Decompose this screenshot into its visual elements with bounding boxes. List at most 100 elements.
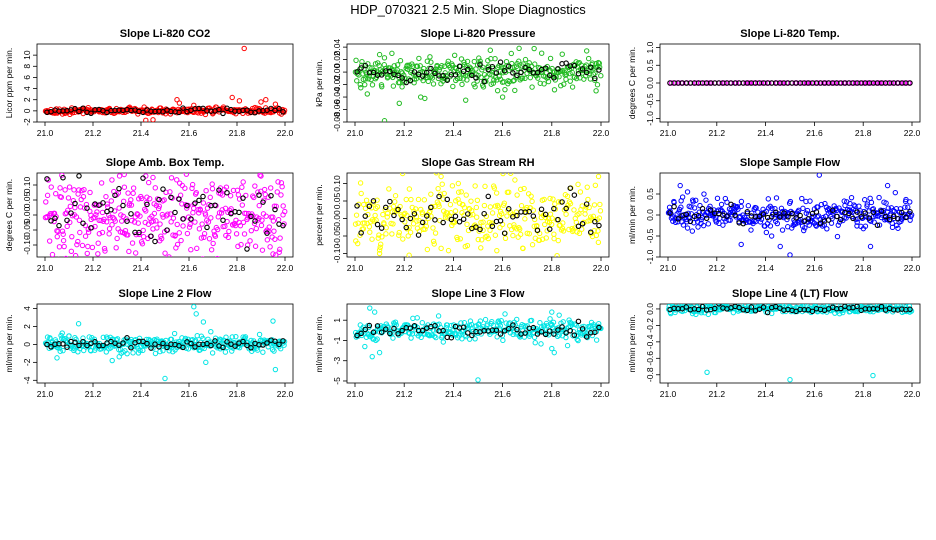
data-point	[106, 226, 113, 232]
data-point	[160, 214, 166, 220]
data-point	[531, 334, 538, 341]
data-point	[95, 240, 101, 246]
outlier-point	[438, 173, 444, 180]
data-point	[555, 199, 562, 205]
data-point	[278, 192, 284, 198]
data-point	[701, 191, 707, 197]
highlight-point	[423, 213, 430, 219]
highlight-point	[160, 186, 166, 192]
data-point	[242, 334, 249, 340]
chart-panel-3: Slope Li-820 Temp. 21.0 21.2 21.4 21.6 21.8 22…	[627, 28, 921, 138]
data-point	[424, 58, 431, 64]
outlier-point	[54, 355, 60, 361]
highlight-point	[216, 106, 222, 113]
x-tick-label: 21.8	[855, 389, 872, 399]
highlight-point	[370, 329, 377, 336]
data-point	[262, 191, 268, 198]
data-point	[248, 227, 255, 234]
data-point	[594, 82, 601, 88]
data-point	[763, 229, 770, 236]
x-tick-label: 22.0	[277, 389, 294, 399]
data-point	[536, 237, 543, 243]
highlight-point	[563, 60, 569, 66]
data-point	[251, 194, 257, 201]
data-point	[226, 228, 232, 235]
data-point	[597, 208, 604, 214]
data-point	[143, 208, 149, 214]
data-point	[236, 196, 243, 202]
highlight-point	[374, 221, 381, 228]
data-point	[572, 321, 578, 327]
data-point	[54, 233, 60, 240]
data-point	[421, 197, 428, 203]
outlier-point	[787, 377, 793, 383]
data-point	[583, 48, 590, 54]
highlight-point	[92, 339, 98, 345]
data-point	[396, 232, 402, 238]
highlight-point	[781, 210, 787, 216]
y-tick-label: 0.0	[645, 209, 655, 221]
data-point	[518, 186, 524, 193]
data-point	[208, 247, 215, 253]
data-point	[189, 181, 196, 188]
data-point	[274, 189, 280, 195]
y-tick-label: 2	[22, 324, 32, 329]
data-point	[157, 221, 163, 227]
data-point	[222, 205, 229, 212]
highlight-point	[825, 217, 832, 223]
data-point	[219, 192, 226, 198]
highlight-point	[354, 69, 360, 75]
data-point	[135, 220, 141, 226]
chart-title: Slope Line 2 Flow	[119, 288, 212, 300]
data-point	[772, 205, 778, 212]
plot-frame	[36, 303, 294, 384]
highlight-point	[188, 340, 194, 347]
highlight-point	[510, 322, 516, 328]
x-tick-label: 21.6	[494, 263, 511, 273]
highlight-point	[264, 230, 270, 236]
data-point	[459, 81, 465, 88]
data-point	[433, 173, 440, 176]
highlight-point	[687, 218, 694, 225]
outlier-point	[191, 304, 197, 310]
highlight-point	[188, 216, 194, 222]
data-point	[241, 231, 248, 237]
data-point	[57, 185, 63, 191]
data-point	[243, 210, 249, 217]
y-tick-label: -0.5	[645, 93, 655, 108]
data-point	[451, 219, 458, 226]
highlight-point	[493, 70, 500, 76]
highlight-point	[444, 196, 450, 203]
highlight-point	[551, 205, 557, 212]
highlight-point	[464, 330, 471, 336]
highlight-point	[587, 229, 594, 235]
highlight-point	[140, 175, 146, 181]
data-point	[705, 221, 712, 227]
data-point	[516, 45, 522, 52]
data-point	[92, 214, 98, 221]
data-point	[80, 193, 87, 200]
data-point	[537, 80, 543, 86]
data-point	[511, 222, 517, 228]
highlight-point	[456, 63, 463, 70]
highlight-point	[72, 339, 78, 346]
data-point	[430, 238, 437, 244]
data-point	[736, 214, 742, 221]
data-point	[592, 182, 599, 188]
data-point	[362, 76, 369, 82]
data-point	[885, 205, 892, 211]
data-point	[700, 222, 707, 229]
data-point	[235, 192, 242, 198]
data-point	[590, 213, 597, 220]
data-point	[365, 76, 372, 82]
highlight-point	[395, 72, 401, 79]
data-point	[382, 206, 388, 213]
data-point	[528, 193, 534, 199]
data-point	[510, 232, 516, 239]
data-point	[85, 229, 92, 235]
data-point	[93, 212, 99, 218]
data-point	[596, 215, 603, 221]
x-tick-label: 21.2	[396, 128, 413, 138]
highlight-point	[744, 307, 751, 314]
data-point	[478, 237, 485, 243]
